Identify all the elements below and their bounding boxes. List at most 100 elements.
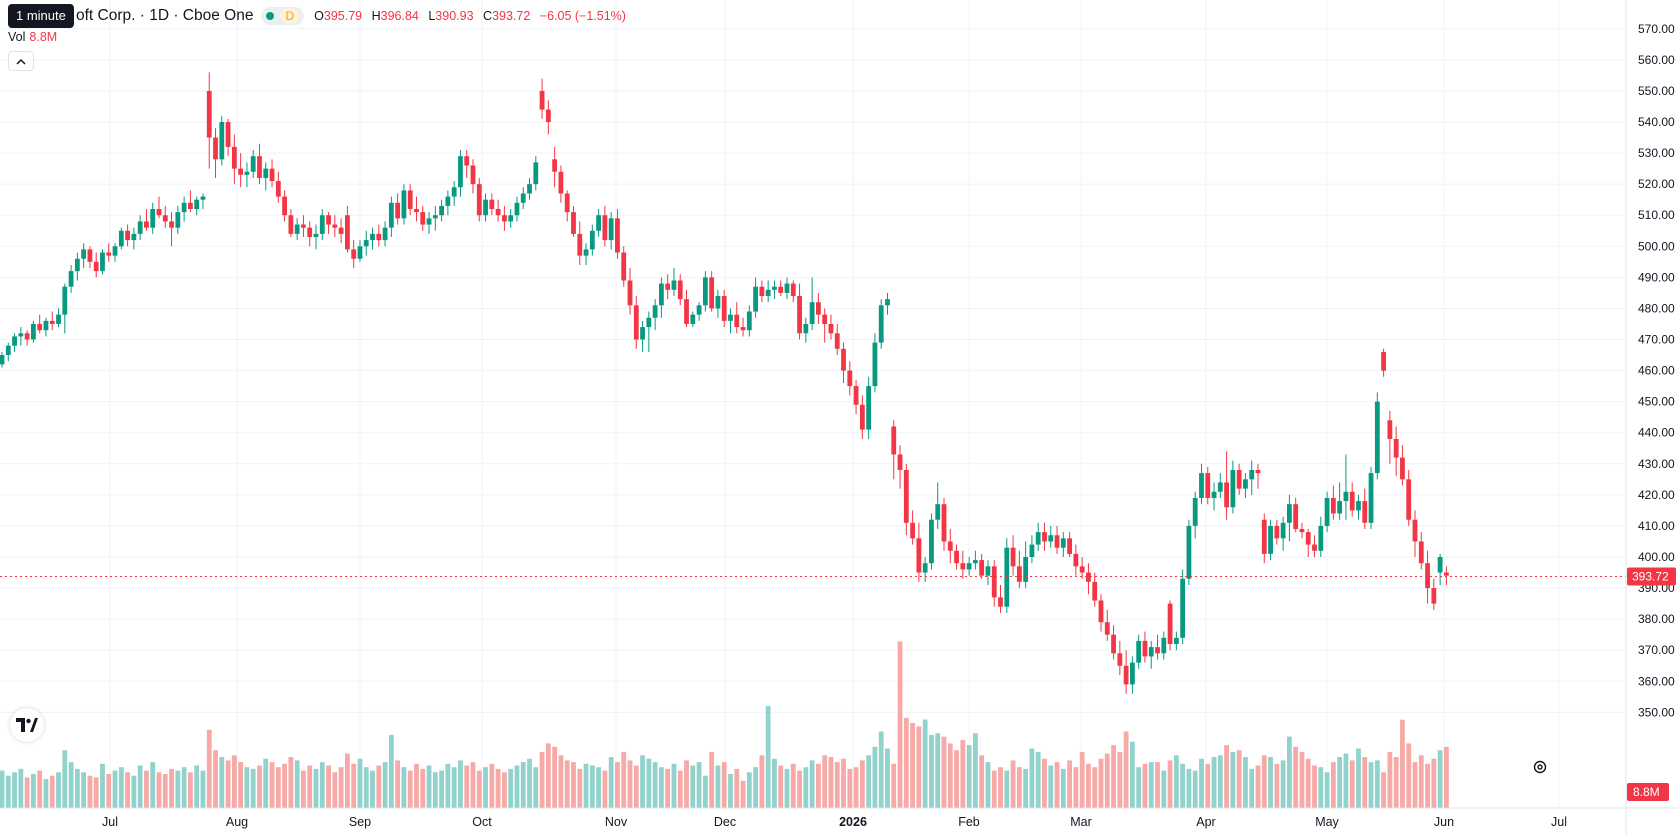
candle xyxy=(1086,563,1091,595)
candle xyxy=(935,482,941,530)
candle xyxy=(426,212,432,234)
candle-body xyxy=(1199,473,1204,498)
volume-bar xyxy=(1079,751,1085,808)
price-tick-label: 560.00 xyxy=(1638,53,1675,67)
market-open-dot-icon xyxy=(266,12,275,20)
volume-bar xyxy=(244,767,250,808)
candle-body xyxy=(1299,529,1305,533)
candle xyxy=(734,302,740,334)
candle-body xyxy=(414,209,419,213)
volume-bar xyxy=(476,770,482,808)
candle-body xyxy=(941,504,947,542)
candle xyxy=(1374,392,1380,480)
volume-bar xyxy=(1418,755,1424,808)
candle xyxy=(238,153,244,188)
volume-bar xyxy=(790,763,796,808)
candle xyxy=(753,277,758,318)
candle xyxy=(131,227,137,250)
volume-bar xyxy=(162,774,168,808)
volume-bar xyxy=(31,774,36,808)
candle xyxy=(175,205,181,234)
low-value: 390.93 xyxy=(435,9,474,23)
candle xyxy=(1092,572,1098,607)
candle-body xyxy=(376,233,382,241)
chart-grid xyxy=(0,0,1626,808)
candle-body xyxy=(822,314,828,324)
candle-body xyxy=(1437,557,1443,573)
candle-body xyxy=(1130,662,1135,685)
volume-bar xyxy=(897,641,903,808)
candle-body xyxy=(1123,665,1129,685)
volume-bar xyxy=(1211,757,1217,808)
volume-bar xyxy=(721,762,727,808)
candle-body xyxy=(49,320,55,324)
volume-bar xyxy=(665,768,671,808)
volume-bar xyxy=(49,775,55,808)
candle xyxy=(615,209,620,259)
candle xyxy=(784,277,790,300)
candle-body xyxy=(1155,647,1160,654)
candle-body xyxy=(778,286,784,293)
candle-body xyxy=(571,212,576,234)
symbol-legend: oft Corp. · 1D · Cboe One D O395.79 H396… xyxy=(8,4,632,28)
time-tick-label: Dec xyxy=(714,815,736,829)
market-status-badge[interactable]: D xyxy=(261,7,305,25)
candle xyxy=(263,162,269,191)
candle xyxy=(1067,532,1072,557)
volume-bar xyxy=(765,706,771,808)
price-tick-label: 530.00 xyxy=(1638,146,1675,160)
candle-body xyxy=(489,199,495,210)
candle xyxy=(765,280,771,303)
candle-body xyxy=(1205,473,1211,498)
candle-body xyxy=(188,202,193,210)
candle xyxy=(1042,522,1047,551)
candle-body xyxy=(935,504,941,520)
candle xyxy=(1130,656,1135,694)
volume-bar xyxy=(1287,736,1292,808)
candle xyxy=(257,143,262,185)
candle xyxy=(1111,625,1116,660)
candle-body xyxy=(5,345,11,356)
collapse-legend-button[interactable] xyxy=(8,51,34,71)
candle xyxy=(1211,482,1217,511)
gear-icon[interactable] xyxy=(1532,759,1548,779)
candle-body xyxy=(1362,501,1368,523)
volume-bar xyxy=(213,750,218,808)
candle xyxy=(144,209,149,231)
volume-bar xyxy=(219,757,225,808)
volume-bar xyxy=(1274,763,1280,808)
candle xyxy=(960,550,966,579)
volume-bar xyxy=(100,763,105,808)
candle-body xyxy=(1054,535,1060,548)
price-tick-label: 400.00 xyxy=(1638,550,1675,564)
candle xyxy=(514,196,520,222)
volume-bar xyxy=(257,765,262,808)
volume-bar xyxy=(979,755,985,808)
candle-body xyxy=(131,233,137,241)
volume-bar xyxy=(1368,762,1374,808)
candle xyxy=(646,311,652,352)
candle xyxy=(847,361,853,396)
candle xyxy=(571,205,576,237)
candle-body xyxy=(24,333,30,340)
candle xyxy=(677,274,683,306)
volume-bar xyxy=(458,760,463,808)
tradingview-logo-icon[interactable] xyxy=(10,708,44,742)
candle xyxy=(577,221,583,265)
candle-body xyxy=(225,122,231,147)
candle xyxy=(420,205,426,231)
symbol-title[interactable]: oft Corp. · 1D · Cboe One xyxy=(76,7,254,24)
volume-bar xyxy=(1337,757,1343,808)
volume-bar xyxy=(1431,758,1437,808)
candle-body xyxy=(589,230,595,250)
time-tick-label: Jul xyxy=(1551,815,1567,829)
candle xyxy=(1230,460,1236,514)
volume-bar xyxy=(74,768,80,808)
settings-gear-glyph xyxy=(1533,760,1547,774)
candle xyxy=(1205,466,1211,505)
candle xyxy=(866,376,872,439)
volume-bar xyxy=(677,770,683,808)
candle-body xyxy=(746,311,752,331)
low-key: L xyxy=(428,9,436,23)
